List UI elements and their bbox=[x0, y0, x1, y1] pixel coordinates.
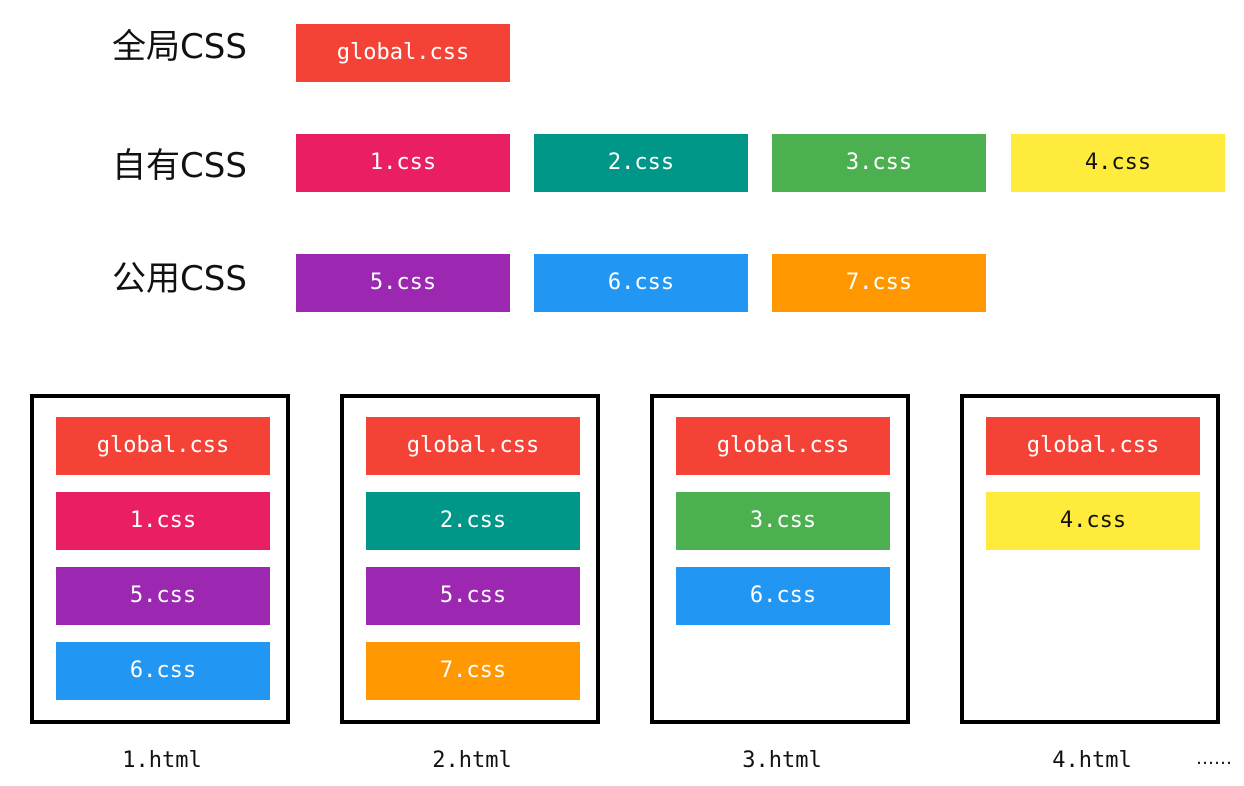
more-pages-ellipsis: …… bbox=[1196, 748, 1232, 769]
page-4-html-caption: 4.html bbox=[1052, 748, 1132, 773]
page-4-global-css-chip: global.css bbox=[986, 417, 1200, 475]
shared-css-label: 公用CSS bbox=[112, 259, 247, 299]
legend-css-1-chip: 1.css bbox=[296, 134, 510, 192]
page-1-css-6-chip: 6.css bbox=[56, 642, 270, 700]
page-2-css-2-chip: 2.css bbox=[366, 492, 580, 550]
legend-css-7-chip: 7.css bbox=[772, 254, 986, 312]
page-3-html-caption: 3.html bbox=[742, 748, 822, 773]
page-4-css-4-chip: 4.css bbox=[986, 492, 1200, 550]
page-2-css-5-chip: 5.css bbox=[366, 567, 580, 625]
page-3-css-3-chip: 3.css bbox=[676, 492, 890, 550]
legend-css-2-chip: 2.css bbox=[534, 134, 748, 192]
page-1-global-css-chip: global.css bbox=[56, 417, 270, 475]
page-2-html-box: global.css 2.css 5.css 7.css bbox=[340, 394, 600, 724]
page-4-html-box: global.css 4.css bbox=[960, 394, 1220, 724]
page-3-html-box: global.css 3.css 6.css bbox=[650, 394, 910, 724]
legend-css-6-chip: 6.css bbox=[534, 254, 748, 312]
page-2-global-css-chip: global.css bbox=[366, 417, 580, 475]
page-1-html-box: global.css 1.css 5.css 6.css bbox=[30, 394, 290, 724]
legend-css-5-chip: 5.css bbox=[296, 254, 510, 312]
page-1-css-5-chip: 5.css bbox=[56, 567, 270, 625]
page-1-css-1-chip: 1.css bbox=[56, 492, 270, 550]
page-2-css-7-chip: 7.css bbox=[366, 642, 580, 700]
page-3-css-6-chip: 6.css bbox=[676, 567, 890, 625]
page-3-global-css-chip: global.css bbox=[676, 417, 890, 475]
global-css-label: 全局CSS bbox=[112, 27, 247, 67]
page-1-html-caption: 1.html bbox=[122, 748, 202, 773]
legend-css-4-chip: 4.css bbox=[1011, 134, 1225, 192]
legend-css-3-chip: 3.css bbox=[772, 134, 986, 192]
own-css-label: 自有CSS bbox=[112, 146, 247, 186]
legend-global-css-chip: global.css bbox=[296, 24, 510, 82]
page-2-html-caption: 2.html bbox=[432, 748, 512, 773]
